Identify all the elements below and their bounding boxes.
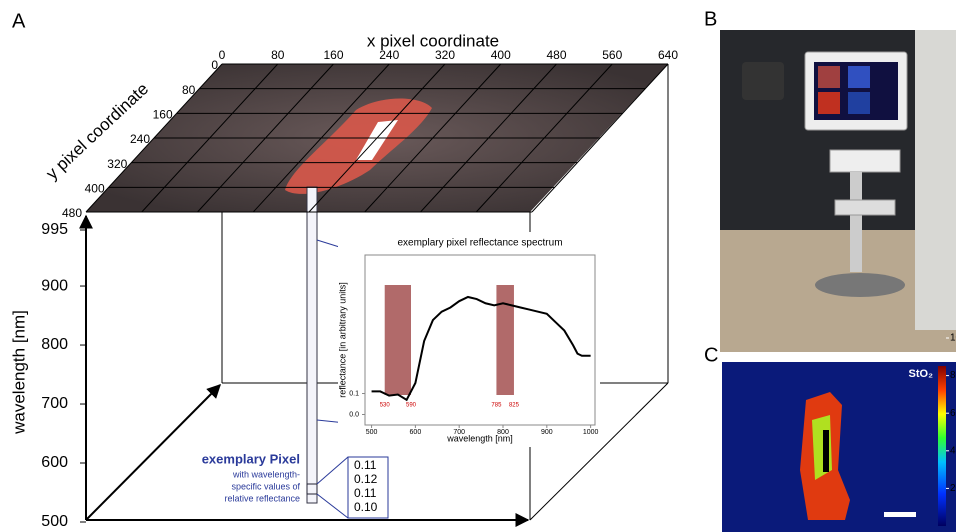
panel-label: C <box>704 344 718 366</box>
cart-tray <box>834 199 896 216</box>
pixel-title: exemplary Pixel <box>202 451 300 466</box>
wavelength-tick-label: 700 <box>41 395 68 412</box>
x-tick-label: 560 <box>602 48 622 62</box>
sto2-hole <box>823 430 829 472</box>
screen-tile <box>848 66 870 88</box>
spectrum-x-tick-label: 1000 <box>583 429 599 436</box>
spectrum-y-tick-label: 0.1 <box>349 390 359 397</box>
photo-wall <box>915 30 956 330</box>
spectrum-xlabel: wavelength [nm] <box>446 433 513 443</box>
pixel-description: relative reflectance <box>224 493 300 503</box>
x-tick-label: 80 <box>271 48 285 62</box>
cart-desk <box>829 149 901 173</box>
band-label: 530 <box>380 403 391 409</box>
wavelength-tick-label: 995 <box>41 221 68 238</box>
band-label: 825 <box>509 403 520 409</box>
spectrum-x-tick-label: 700 <box>453 429 465 436</box>
spectrum-x-tick-label: 800 <box>497 429 509 436</box>
pixel-value: 0.11 <box>354 486 377 500</box>
panel-a: A x pixel coordinate y pixel coordinate … <box>9 10 678 530</box>
x-tick-label: 240 <box>379 48 399 62</box>
pixel-value: 0.12 <box>354 472 378 486</box>
screen-tile <box>818 66 840 88</box>
spectrum-x-tick-label: 600 <box>410 429 422 436</box>
colorbar <box>938 366 946 526</box>
wavelength-tick-label: 800 <box>41 336 68 353</box>
x-axis-title: x pixel coordinate <box>367 31 499 50</box>
colorbar-title: StO₂ <box>909 368 934 380</box>
pixel-cell <box>306 483 318 495</box>
pixel-column <box>306 186 318 504</box>
panel-label: A <box>12 10 26 32</box>
scale-bar <box>884 512 916 517</box>
wavelength-tick-label: 900 <box>41 277 68 294</box>
y-tick-label: 480 <box>62 206 82 220</box>
colorbar-tick-label: 40 <box>950 445 956 456</box>
wavelength-tick-label: 600 <box>41 454 68 471</box>
spectrum-panel <box>338 232 600 447</box>
axis-arrow <box>85 384 221 521</box>
y-tick-label: 0 <box>211 58 218 72</box>
band-label: 590 <box>406 403 417 409</box>
band <box>384 285 411 395</box>
y-tick-label: 160 <box>153 108 173 122</box>
cart-pole <box>850 172 862 272</box>
pixel-description: specific values of <box>231 481 300 491</box>
wavelength-tick-label: 500 <box>41 513 68 530</box>
colorbar-tick-label: 60 <box>950 408 956 419</box>
pixel-value: 0.10 <box>354 500 378 514</box>
y-tick-label: 320 <box>107 157 127 171</box>
x-tick-label: 160 <box>323 48 343 62</box>
panel-b: B <box>704 8 956 352</box>
spectrum-ylabel: reflectance [in arbitrary units] <box>337 282 347 398</box>
camera <box>742 62 784 100</box>
spectrum-line <box>371 295 591 402</box>
y-tick-label: 240 <box>130 132 150 146</box>
pixel-description: with wavelength- <box>232 469 300 479</box>
colorbar-tick-label: 80 <box>950 370 956 381</box>
x-tick-label: 400 <box>491 48 511 62</box>
y-tick-label: 400 <box>85 182 105 196</box>
colorbar-tick-label: 20 <box>950 483 956 494</box>
band-label: 785 <box>491 403 502 409</box>
spectrum-y-tick-label: 0.0 <box>349 411 359 418</box>
wavelength-axis-title: wavelength [nm] <box>9 310 28 435</box>
band <box>496 285 514 395</box>
spectrum-frame <box>364 254 596 426</box>
pixel-value: 0.11 <box>354 458 377 472</box>
spectrum-x-tick-label: 500 <box>366 429 378 436</box>
x-tick-label: 320 <box>435 48 455 62</box>
x-tick-label: 0 <box>219 48 226 62</box>
y-tick-label: 80 <box>182 83 196 97</box>
x-tick-label: 480 <box>546 48 566 62</box>
panel-c: C StO₂ 100 80 60 40 20 <box>704 333 956 532</box>
colorbar-tick-label: 100 <box>950 333 956 344</box>
spectrum-title: exemplary pixel reflectance spectrum <box>397 238 562 249</box>
screen-tile <box>818 92 840 114</box>
spectrum-x-tick-label: 900 <box>541 429 553 436</box>
x-tick-label: 640 <box>658 48 678 62</box>
screen-tile <box>848 92 870 114</box>
values-box <box>347 456 389 519</box>
cart-base <box>815 273 905 297</box>
panel-label: B <box>704 8 717 30</box>
